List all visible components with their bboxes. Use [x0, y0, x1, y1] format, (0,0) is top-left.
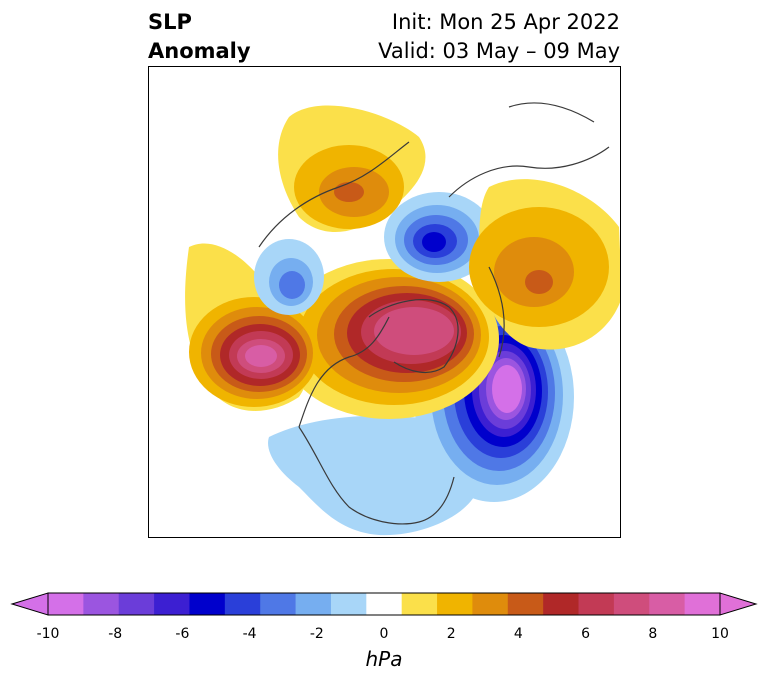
colorbar-unit: hPa: [365, 647, 403, 671]
anomaly-arctic-negative: [384, 192, 494, 282]
colorbar-bin: [118, 593, 155, 615]
colorbar-tick-label: 2: [446, 626, 456, 642]
colorbar-bin: [437, 593, 473, 615]
anomaly-europe-positive: [469, 179, 620, 350]
colorbar-tick-label: 0: [379, 626, 389, 642]
title-line-1: SLP: [148, 10, 192, 34]
map-canvas: [185, 102, 620, 536]
colorbar-bin: [684, 593, 721, 615]
colorbar-bin: [224, 593, 261, 615]
colorbar-frame: [47, 592, 721, 616]
title-line-2: Anomaly: [148, 39, 251, 63]
slp-anomaly-map: [148, 66, 621, 538]
colorbar-bin: [83, 593, 120, 615]
colorbar-bin: [472, 593, 509, 615]
colorbar-tick-label: -10: [36, 626, 60, 642]
colorbar-tick-label: 8: [648, 626, 658, 642]
anomaly-siberia-positive: [278, 105, 426, 232]
colorbar-bin: [543, 593, 580, 615]
colorbar-tick-label: -8: [108, 626, 123, 642]
colorbar: [10, 592, 758, 616]
valid-range: Valid: 03 May – 09 May: [378, 39, 620, 63]
colorbar-tick-label: 10: [711, 626, 729, 642]
colorbar-extend-min: [10, 592, 49, 616]
colorbar-extend-max: [719, 592, 758, 616]
colorbar-bin: [613, 593, 650, 615]
anomaly-alaska-negative: [254, 239, 324, 315]
colorbar-bin: [260, 593, 297, 615]
colorbar-bin: [401, 593, 438, 615]
colorbar-bin: [507, 593, 544, 615]
title-dates: Init: Mon 25 Apr 2022 Valid: 03 May – 09…: [378, 8, 620, 66]
colorbar-tick-label: -4: [242, 626, 257, 642]
colorbar-bin: [48, 593, 84, 615]
colorbar-bin: [330, 593, 367, 615]
colorbar-tick-label: 4: [513, 626, 523, 642]
colorbar-tick-label: -6: [175, 626, 190, 642]
colorbar-bin: [154, 593, 190, 615]
colorbar-bin: [189, 593, 226, 615]
colorbar-tick-label: -2: [309, 626, 324, 642]
colorbar-bin: [295, 593, 332, 615]
init-date: Init: Mon 25 Apr 2022: [391, 10, 620, 34]
anomaly-ne-pacific-positive: [185, 243, 319, 411]
coastlines: [258, 102, 610, 525]
colorbar-tick-label: 6: [581, 626, 591, 642]
colorbar-bin: [366, 593, 403, 615]
anomaly-greenland-positive: [279, 259, 499, 419]
title-variable: SLP Anomaly: [148, 8, 251, 66]
colorbar-bin: [578, 593, 615, 615]
colorbar-bin: [649, 593, 686, 615]
